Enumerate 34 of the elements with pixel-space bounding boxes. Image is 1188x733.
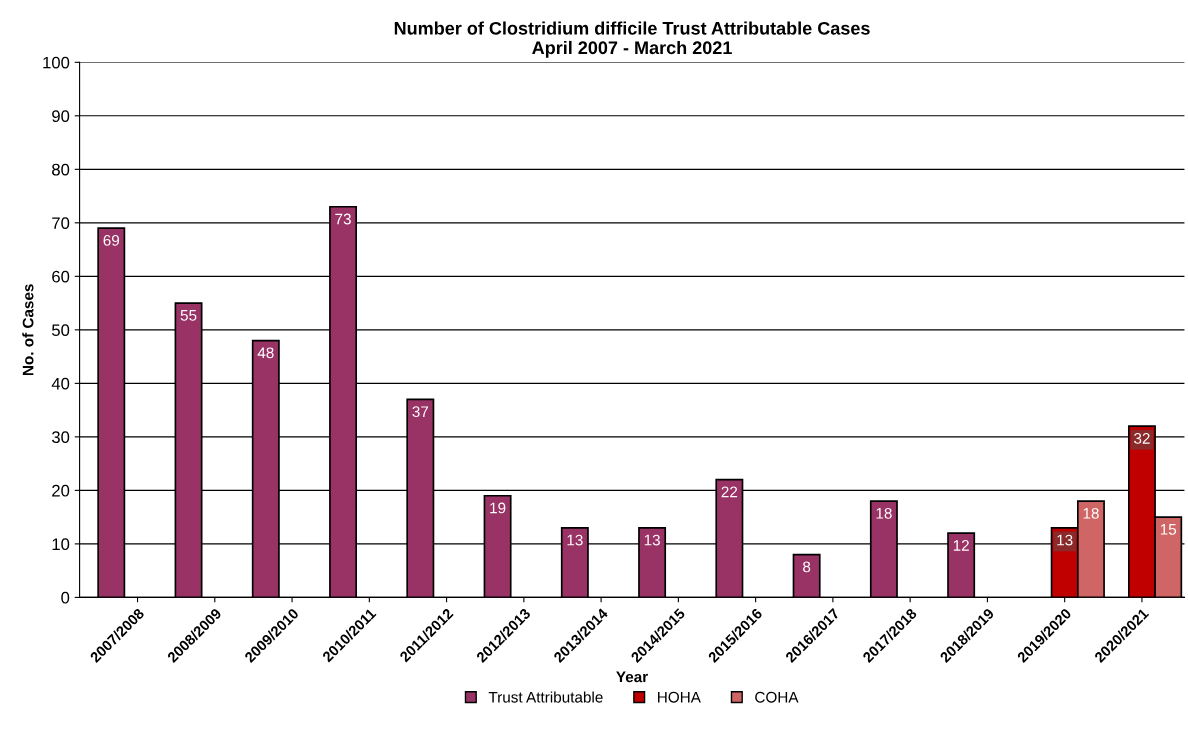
data-label: 22 — [721, 486, 738, 498]
data-label: 15 — [1160, 524, 1177, 535]
data-label: 13 — [567, 534, 583, 546]
data-label: 8 — [803, 561, 811, 573]
y-tick-label: 10 — [52, 538, 70, 551]
y-tick-label: 90 — [52, 110, 70, 123]
y-tick-label: 60 — [52, 270, 70, 283]
y-tick-label: 0 — [61, 591, 70, 604]
data-label: 37 — [412, 406, 429, 418]
data-label: 55 — [180, 310, 197, 321]
y-tick-label: 100 — [43, 56, 70, 69]
data-label: 48 — [257, 347, 274, 359]
data-label: 13 — [644, 534, 660, 546]
data-label: 19 — [490, 502, 506, 514]
data-label: 18 — [876, 507, 892, 519]
legend-label: Trust Attributable — [488, 691, 603, 703]
legend-label: HOHA — [658, 691, 701, 703]
data-label: 12 — [953, 540, 969, 551]
y-tick-label: 80 — [52, 163, 70, 176]
data-label: 18 — [1083, 507, 1099, 519]
chart-title: Number of Clostridium difficile Trust Attributable Cases April 2007 - March 2021 — [394, 21, 870, 58]
y-axis-title: No. of Cases — [22, 284, 34, 376]
y-tick-label: 20 — [52, 484, 70, 497]
data-label: 32 — [1134, 432, 1150, 444]
data-label: 13 — [1057, 534, 1073, 546]
data-label: 73 — [335, 213, 351, 225]
legend-label: COHA — [755, 691, 799, 703]
y-tick-label: 50 — [52, 324, 70, 337]
y-tick-label: 70 — [52, 217, 70, 230]
bar — [792, 553, 821, 598]
data-label: 69 — [103, 235, 120, 246]
x-axis-title: Year — [616, 671, 648, 683]
y-tick-label: 40 — [51, 377, 70, 390]
y-tick-label: 30 — [51, 431, 70, 444]
